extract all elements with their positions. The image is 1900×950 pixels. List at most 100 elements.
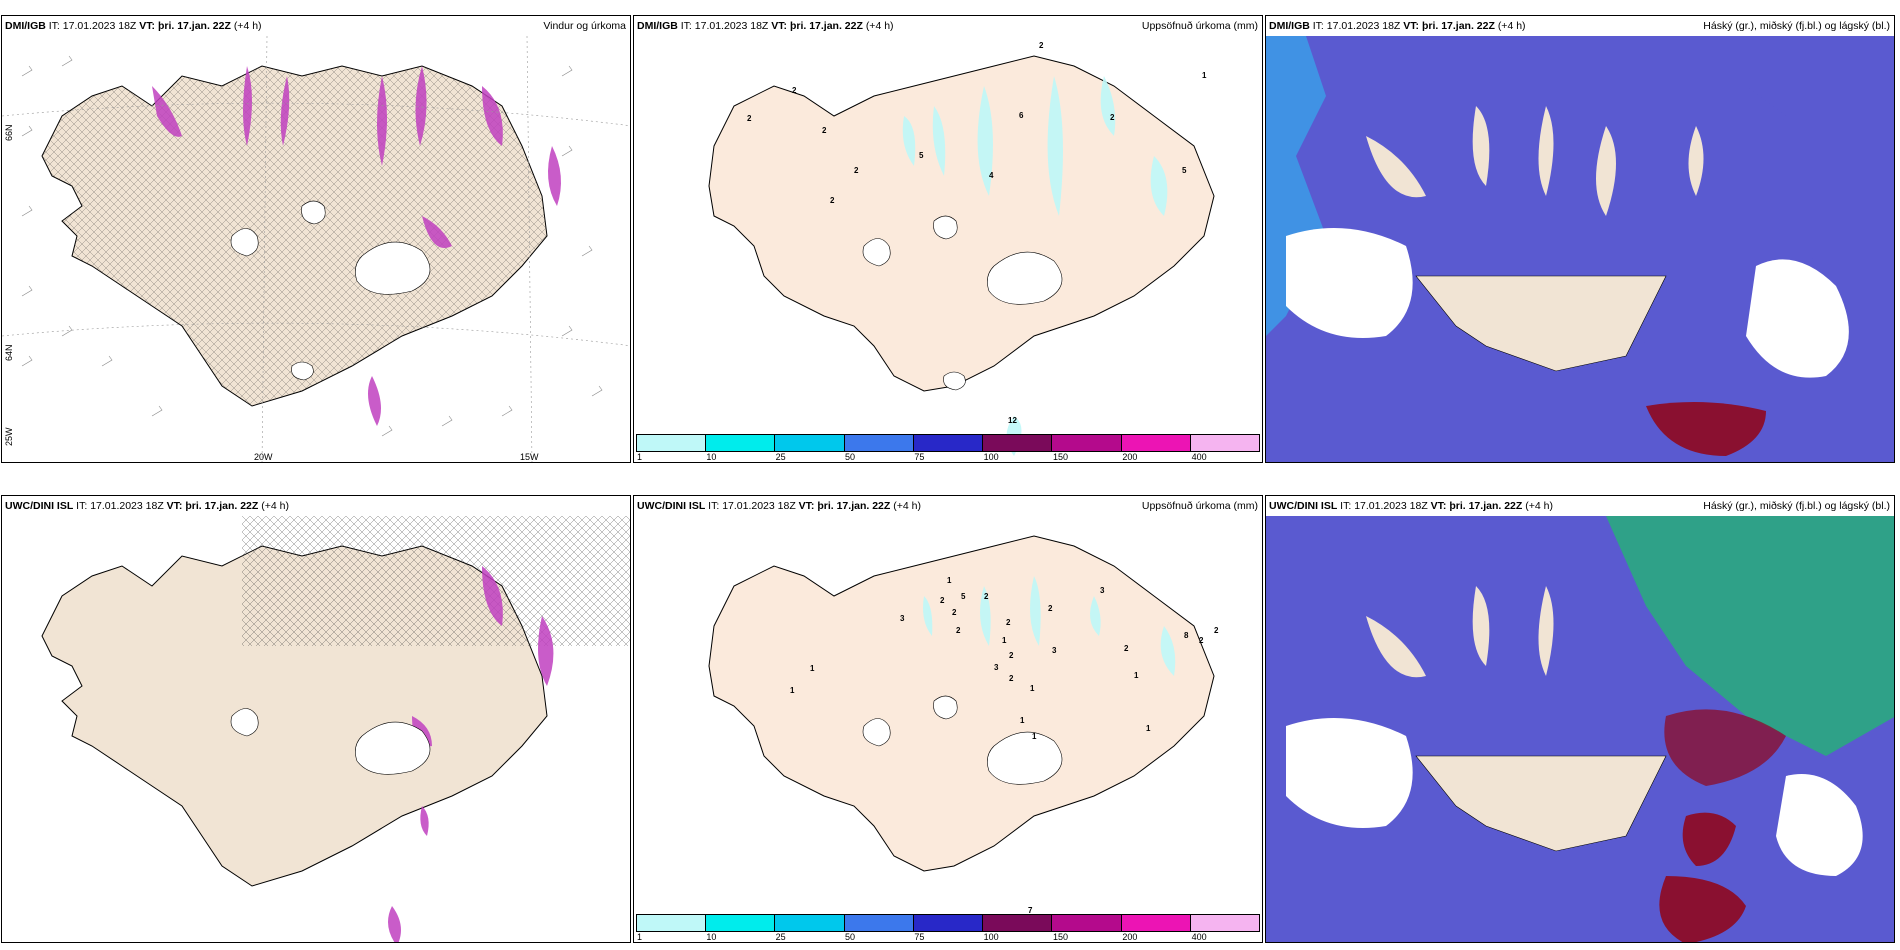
- panel-header: DMI/IGB IT: 17.01.2023 18Z VT: þri. 17.j…: [1266, 16, 1894, 36]
- colorbar-swatch: [844, 915, 914, 931]
- cloud-panel-uwc: UWC/DINI ISL IT: 17.01.2023 18Z VT: þri.…: [1265, 495, 1895, 943]
- precip-label: 2: [956, 626, 961, 635]
- colorbar-label: 10: [706, 452, 717, 462]
- colorbar-swatch: [1190, 435, 1259, 451]
- map-canvas: [634, 516, 1262, 942]
- precip-label: 2: [792, 86, 797, 95]
- colorbar-swatch: [1052, 435, 1122, 451]
- map-canvas: [1266, 516, 1894, 942]
- precip-label: 1: [1030, 684, 1035, 693]
- colorbar: 1 10 25 50 75 100 150 200 400: [634, 912, 1262, 942]
- colorbar-swatch: [1190, 915, 1259, 931]
- colorbar-label: 25: [775, 932, 786, 942]
- precip-label: 2: [1124, 644, 1129, 653]
- colorbar-swatch: [637, 435, 707, 451]
- colorbar-label: 400: [1191, 452, 1207, 462]
- colorbar-label: 10: [706, 932, 717, 942]
- colorbar-label: 50: [845, 452, 856, 462]
- precip-label: 1: [790, 686, 795, 695]
- precip-label: 5: [919, 151, 924, 160]
- colorbar-label: 200: [1122, 452, 1138, 462]
- precip-label: 3: [1100, 586, 1105, 595]
- precip-label: 2: [940, 596, 945, 605]
- precip-label: 2: [1048, 604, 1053, 613]
- colorbar-swatch: [983, 915, 1053, 931]
- colorbar-label: 1: [637, 932, 643, 942]
- colorbar-label: 50: [845, 932, 856, 942]
- map-canvas: [2, 36, 630, 462]
- precip-label: 4: [989, 171, 994, 180]
- precip-label: 7: [1028, 906, 1033, 915]
- map-canvas: [2, 516, 630, 942]
- lon-label: 15W: [520, 452, 539, 462]
- precip-label: 1: [947, 576, 952, 585]
- colorbar-label: 75: [914, 932, 925, 942]
- iceland-wind-map: [2, 36, 630, 462]
- wind-precip-panel-dmi: DMI/IGB IT: 17.01.2023 18Z VT: þri. 17.j…: [1, 15, 631, 463]
- precip-label: 2: [854, 166, 859, 175]
- precip-label: 2: [1006, 618, 1011, 627]
- precip-label: 1: [1032, 732, 1037, 741]
- precip-label: 5: [961, 592, 966, 601]
- panel-header: UWC/DINI ISL IT: 17.01.2023 18Z VT: þri.…: [1266, 496, 1894, 516]
- colorbar-swatch: [913, 915, 984, 931]
- precip-label: 2: [822, 126, 827, 135]
- colorbar-swatch: [637, 915, 707, 931]
- precip-label: 2: [952, 608, 957, 617]
- precip-label: 2: [1009, 674, 1014, 683]
- precip-label: 2: [984, 592, 989, 601]
- precip-label: 2: [1009, 651, 1014, 660]
- precip-label: 1: [1202, 71, 1207, 80]
- colorbar-label: 150: [1053, 452, 1069, 462]
- colorbar-label: 200: [1122, 932, 1138, 942]
- colorbar-label: 400: [1191, 932, 1207, 942]
- precip-label: 1: [1146, 724, 1151, 733]
- precip-label: 1: [810, 664, 815, 673]
- precip-label: 2: [1214, 626, 1219, 635]
- panel-header: DMI/IGB IT: 17.01.2023 18Z VT: þri. 17.j…: [2, 16, 630, 36]
- precip-cells: [152, 66, 561, 426]
- precip-label: 3: [1052, 646, 1057, 655]
- colorbar-swatch: [1121, 435, 1191, 451]
- field-title: Háský (gr.), miðský (fj.bl.) og lágský (…: [1703, 500, 1890, 512]
- colorbar-label: 1: [637, 452, 643, 462]
- field-title: Uppsöfnuð úrkoma (mm): [1141, 20, 1258, 32]
- panel-header: UWC/DINI ISL IT: 17.01.2023 18Z VT: þri.…: [634, 496, 1262, 516]
- colorbar-swatch: [706, 915, 776, 931]
- colorbar-label: 75: [914, 452, 925, 462]
- lon-label: 20W: [254, 452, 273, 462]
- colorbar-swatch: [775, 915, 845, 931]
- panel-header: DMI/IGB IT: 17.01.2023 18Z VT: þri. 17.j…: [634, 16, 1262, 36]
- precip-label: 12: [1008, 416, 1017, 425]
- colorbar-label: 100: [983, 452, 999, 462]
- colorbar-swatch: [983, 435, 1053, 451]
- field-title: Uppsöfnuð úrkoma (mm): [1141, 500, 1258, 512]
- colorbar-swatch: [775, 435, 845, 451]
- precip-label: 1: [1020, 716, 1025, 725]
- colorbar-swatch: [1052, 915, 1122, 931]
- lon-label: 25W: [4, 427, 14, 446]
- precip-label: 2: [1199, 636, 1204, 645]
- precip-label: 2: [747, 114, 752, 123]
- accum-precip-panel-dmi: DMI/IGB IT: 17.01.2023 18Z VT: þri. 17.j…: [633, 15, 1263, 463]
- precip-label: 2: [830, 196, 835, 205]
- colorbar-label: 100: [983, 932, 999, 942]
- field-title: Vindur og úrkoma: [543, 20, 626, 32]
- wind-barbs: [21, 55, 603, 437]
- map-canvas: [1266, 36, 1894, 462]
- colorbar-swatch: [1121, 915, 1191, 931]
- precip-label: 5: [1182, 166, 1187, 175]
- accum-precip-panel-uwc: UWC/DINI ISL IT: 17.01.2023 18Z VT: þri.…: [633, 495, 1263, 943]
- precip-label: 2: [1110, 113, 1115, 122]
- precip-label: 1: [1134, 671, 1139, 680]
- lat-label: 66N: [4, 124, 14, 141]
- colorbar-label: 25: [775, 452, 786, 462]
- panel-header: UWC/DINI ISL IT: 17.01.2023 18Z VT: þri.…: [5, 500, 289, 512]
- map-canvas: [634, 36, 1262, 462]
- precip-label: 8: [1184, 631, 1189, 640]
- field-title: Háský (gr.), miðský (fj.bl.) og lágský (…: [1703, 20, 1890, 32]
- colorbar-swatch: [844, 435, 914, 451]
- precip-label: 3: [900, 614, 905, 623]
- colorbar-swatch: [706, 435, 776, 451]
- colorbar-label: 150: [1053, 932, 1069, 942]
